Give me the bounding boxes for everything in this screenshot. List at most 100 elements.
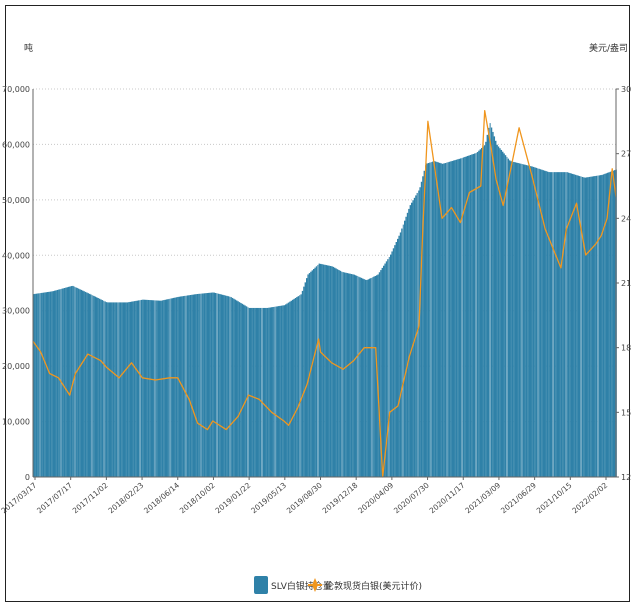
right-tick-label: 30 bbox=[621, 85, 631, 94]
x-tick-label: 2019/01/22 bbox=[214, 480, 253, 515]
holdings-bar bbox=[502, 151, 504, 477]
holdings-bar bbox=[353, 274, 356, 477]
holdings-bar bbox=[425, 165, 427, 477]
holdings-bar bbox=[576, 175, 578, 477]
holdings-bar bbox=[101, 300, 104, 477]
holdings-bar bbox=[481, 147, 483, 478]
holdings-bar bbox=[343, 272, 346, 477]
holdings-bar bbox=[138, 300, 140, 477]
holdings-bar bbox=[374, 275, 377, 477]
holdings-bar bbox=[503, 153, 505, 477]
holdings-bar bbox=[558, 172, 560, 477]
holdings-bar bbox=[170, 298, 172, 477]
x-tick-label: 2018/06/14 bbox=[142, 480, 181, 515]
holdings-bar bbox=[320, 263, 322, 477]
holdings-bar bbox=[495, 140, 497, 477]
holdings-bar bbox=[569, 173, 571, 477]
holdings-bar bbox=[91, 295, 94, 477]
x-tick-label: 2019/08/30 bbox=[285, 480, 324, 515]
holdings-bar bbox=[322, 264, 325, 477]
left-tick-label: 10,000 bbox=[2, 418, 30, 427]
holdings-bar bbox=[573, 174, 575, 478]
holdings-bar bbox=[560, 172, 563, 477]
holdings-bar bbox=[89, 293, 91, 477]
holdings-bar bbox=[82, 290, 84, 477]
holdings-bar bbox=[401, 228, 403, 477]
holdings-bar bbox=[224, 295, 227, 477]
holdings-bar bbox=[152, 300, 154, 477]
holdings-bar bbox=[157, 300, 160, 477]
holdings-bar bbox=[297, 296, 300, 477]
holdings-bar bbox=[283, 305, 286, 477]
holdings-bar bbox=[562, 172, 564, 477]
right-tick-label: 12 bbox=[621, 473, 631, 482]
holdings-bar bbox=[187, 295, 189, 477]
holdings-bar bbox=[380, 270, 382, 477]
holdings-bar bbox=[583, 177, 585, 477]
legend-item-price[interactable]: 伦敦现货白银(美元计价) bbox=[308, 578, 422, 592]
holdings-bar bbox=[342, 272, 344, 477]
holdings-bar bbox=[488, 127, 490, 478]
holdings-bar bbox=[471, 154, 473, 477]
holdings-bar bbox=[412, 200, 414, 477]
holdings-bar bbox=[126, 302, 129, 477]
x-tick-label: 2020/07/30 bbox=[392, 480, 431, 515]
holdings-bar bbox=[257, 307, 259, 477]
holdings-bar bbox=[262, 307, 265, 477]
holdings-bar bbox=[237, 301, 239, 477]
holdings-bar bbox=[556, 172, 559, 477]
holdings-bar bbox=[217, 293, 220, 477]
holdings-bar bbox=[184, 295, 186, 477]
holdings-bar bbox=[416, 192, 419, 477]
holdings-bar bbox=[514, 162, 517, 477]
holdings-bar bbox=[444, 163, 447, 477]
holdings-bar bbox=[426, 163, 428, 477]
holdings-bar bbox=[409, 205, 412, 477]
x-tick-label: 2017/11/02 bbox=[71, 480, 110, 515]
holdings-bar bbox=[203, 293, 206, 477]
holdings-bar bbox=[84, 291, 87, 477]
holdings-bar bbox=[105, 302, 108, 477]
holdings-bar bbox=[420, 181, 423, 477]
holdings-bar bbox=[97, 298, 99, 477]
holdings-bar bbox=[174, 297, 176, 477]
holdings-bar bbox=[294, 297, 297, 477]
holdings-bar bbox=[559, 172, 561, 477]
left-tick-label: 70,000 bbox=[2, 85, 30, 94]
holdings-bar bbox=[80, 289, 83, 477]
holdings-bar bbox=[136, 300, 139, 477]
holdings-bar bbox=[125, 302, 127, 477]
holdings-bar bbox=[212, 292, 214, 477]
holdings-bar bbox=[363, 279, 365, 477]
holdings-bar bbox=[367, 279, 370, 477]
holdings-bar bbox=[287, 302, 290, 477]
holdings-bar bbox=[362, 278, 364, 477]
holdings-bar bbox=[399, 232, 402, 477]
holdings-bar bbox=[394, 245, 396, 477]
holdings-bar bbox=[548, 172, 550, 477]
holdings-bar bbox=[335, 268, 337, 477]
holdings-bar bbox=[301, 290, 304, 477]
right-tick-label: 24 bbox=[621, 214, 631, 223]
holdings-bar bbox=[205, 293, 207, 477]
holdings-bar bbox=[202, 293, 204, 477]
holdings-bar bbox=[436, 161, 438, 478]
holdings-bar bbox=[601, 174, 603, 477]
holdings-bar bbox=[66, 287, 69, 477]
holdings-bar bbox=[65, 287, 67, 477]
holdings-bar bbox=[42, 292, 45, 477]
x-tick-label: 2017/07/17 bbox=[35, 480, 74, 515]
holdings-bar bbox=[460, 158, 462, 477]
holdings-bar bbox=[269, 307, 272, 477]
holdings-bar bbox=[434, 161, 437, 477]
holdings-bar bbox=[296, 297, 298, 477]
left-tick-label: 40,000 bbox=[2, 251, 30, 260]
holdings-bar bbox=[108, 302, 111, 477]
holdings-bar bbox=[272, 307, 274, 477]
right-tick-label: 18 bbox=[621, 344, 631, 353]
holdings-bar bbox=[240, 302, 242, 477]
holdings-bar bbox=[527, 165, 529, 478]
holdings-bar bbox=[485, 141, 487, 477]
holdings-bar bbox=[40, 293, 42, 477]
